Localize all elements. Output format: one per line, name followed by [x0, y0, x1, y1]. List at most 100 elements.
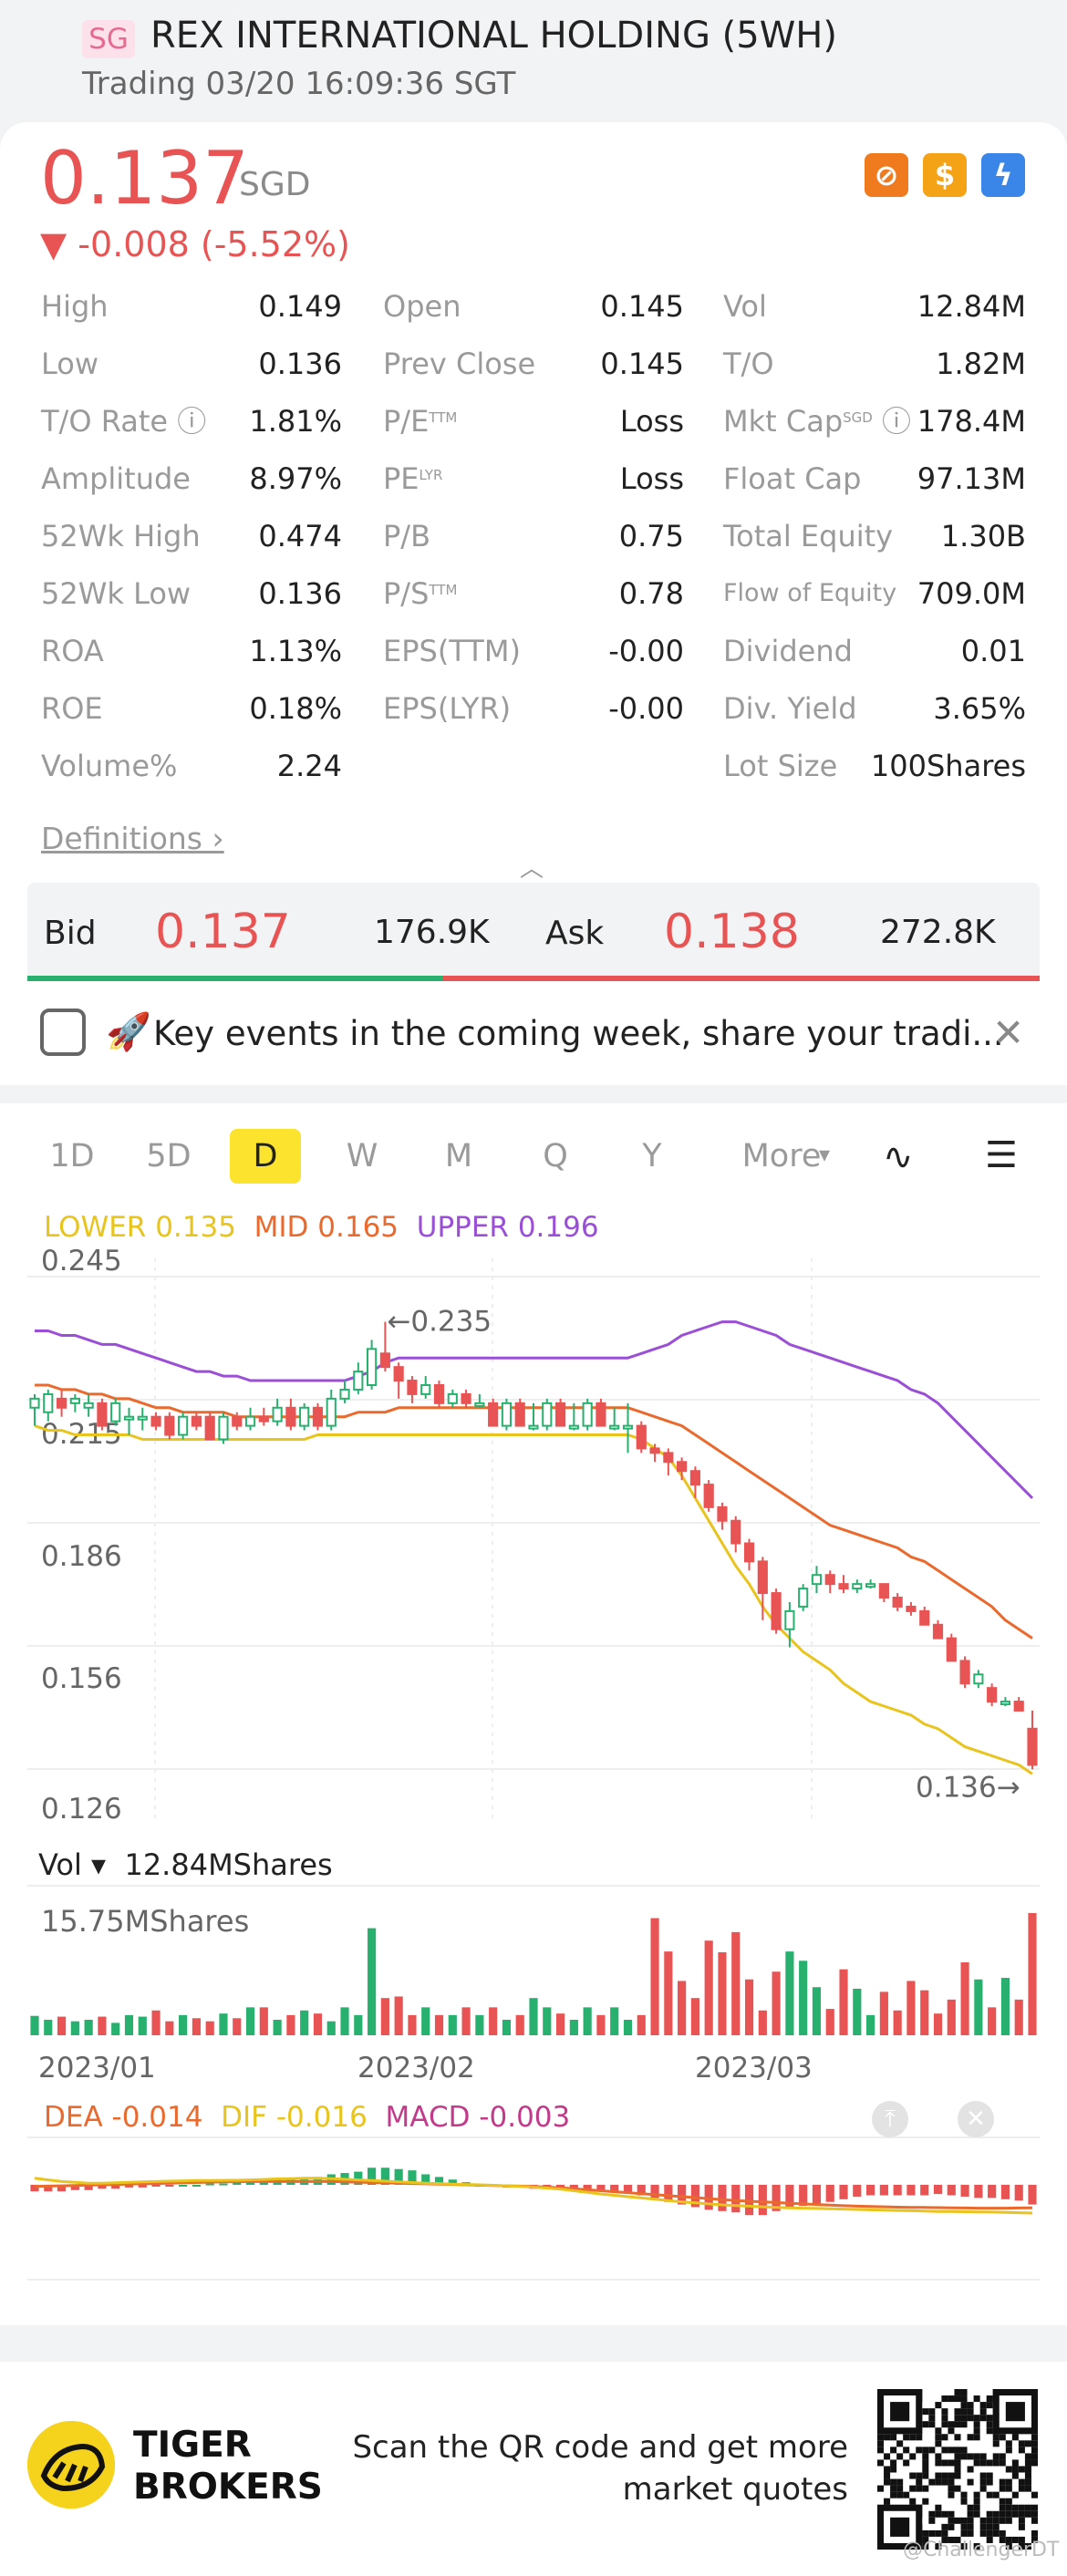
volume-bar — [151, 2010, 161, 2035]
macd-bar — [179, 2185, 188, 2187]
candle — [501, 1398, 513, 1431]
candle — [123, 1407, 135, 1435]
info-icon[interactable]: ⓘ — [168, 404, 207, 439]
stats-row: T/O Rate ⓘ 1.81% P/ETTM Loss Mkt CapSGD ⓘ 178… — [0, 403, 1067, 460]
volume-bar — [637, 2014, 646, 2035]
volume-bar — [933, 2013, 943, 2035]
candle — [677, 1457, 688, 1481]
tab-m[interactable]: M — [444, 1138, 473, 1174]
volume-bar — [70, 2021, 79, 2035]
stat-label: T/O Rate ⓘ — [41, 404, 207, 439]
stat-label: Flow of Equity — [723, 579, 897, 607]
candle — [622, 1402, 634, 1454]
definitions-link[interactable]: Definitions › — [41, 821, 224, 856]
stat-value: 0.145 — [600, 347, 684, 381]
bid-price: 0.137 — [155, 905, 291, 959]
tab-d[interactable]: D — [230, 1129, 301, 1184]
macd-bar — [839, 2185, 848, 2199]
candle — [636, 1421, 647, 1454]
stats-row: Low 0.136 Prev Close 0.145 T/O 1.82M — [0, 346, 1067, 403]
volume-bar — [165, 2021, 174, 2035]
volume-bar — [960, 1962, 969, 2035]
bb-upper-line — [35, 1320, 1034, 1499]
date-label: 2023/02 — [357, 2052, 475, 2085]
macd-legend: DEA -0.014 DIF -0.016 MACD -0.003 — [44, 2101, 570, 2134]
stat-value: 0.136 — [258, 576, 342, 611]
candle — [838, 1575, 849, 1594]
tab-5d[interactable]: 5D — [146, 1138, 192, 1174]
candle — [865, 1579, 876, 1589]
ask-label: Ask — [545, 915, 605, 952]
stat-label: Lot Size — [723, 749, 838, 783]
candle — [137, 1407, 148, 1431]
dea-label: DEA -0.014 — [44, 2101, 203, 2134]
candle — [97, 1398, 108, 1431]
stats-row: 52Wk Low 0.136 P/STTM 0.78 Flow of Equity 709… — [0, 575, 1067, 633]
collapse-icon[interactable]: ︿ — [520, 855, 544, 883]
volume-bar — [138, 2016, 147, 2035]
macd-bar — [233, 2182, 242, 2185]
macd-label: MACD -0.003 — [385, 2101, 571, 2134]
candle — [379, 1321, 390, 1372]
candle — [43, 1389, 54, 1422]
candle — [110, 1398, 121, 1426]
volume-bar — [650, 1918, 659, 2035]
candle — [258, 1407, 269, 1426]
stat-label: Dividend — [723, 634, 853, 668]
pin-top-icon[interactable]: ⤒ — [872, 2101, 908, 2137]
notice-text[interactable]: Key events in the coming week, share you… — [153, 1014, 1004, 1053]
candle — [757, 1557, 768, 1620]
candle — [56, 1389, 67, 1417]
volume-bar — [529, 1998, 538, 2035]
stat-label: High — [41, 289, 109, 324]
chart-settings-icon[interactable]: ☰ — [985, 1134, 1018, 1176]
info-icon[interactable]: ⓘ — [872, 404, 912, 439]
stats-row: ROE 0.18% EPS(LYR) -0.00 Div. Yield 3.65% — [0, 690, 1067, 748]
stat-label: ROA — [41, 634, 104, 668]
tab-y[interactable]: Y — [642, 1138, 662, 1174]
dif-line — [34, 2177, 1033, 2215]
stat-value: 178.4M — [917, 404, 1026, 439]
tab-q[interactable]: Q — [543, 1138, 568, 1174]
dif-label: DIF -0.016 — [221, 2101, 368, 2134]
candle — [730, 1516, 741, 1553]
stat-value: 97.13M — [917, 461, 1026, 496]
candle — [191, 1412, 202, 1431]
notice-bar[interactable] — [0, 985, 1067, 1085]
candle — [299, 1402, 310, 1431]
tab-1d[interactable]: 1D — [49, 1138, 95, 1174]
macd-bar — [111, 2185, 120, 2189]
candle — [433, 1381, 445, 1408]
tab-more[interactable]: More — [741, 1138, 822, 1174]
volume-bar — [84, 2019, 93, 2035]
high-annotation: ←0.235 — [387, 1306, 492, 1339]
order-book — [27, 883, 1040, 981]
volume-bar — [623, 2019, 633, 2035]
tab-w[interactable]: W — [346, 1138, 378, 1174]
volume-bar — [111, 2023, 120, 2035]
volume-bar — [974, 1979, 983, 2035]
candle — [582, 1398, 593, 1431]
stat-value: Loss — [619, 404, 684, 439]
stat-value: Loss — [619, 461, 684, 496]
stat-value: 0.18% — [249, 691, 342, 726]
macd-bar — [245, 2182, 255, 2185]
volume-header[interactable]: Vol ▾ 12.84MShares — [38, 1847, 333, 1882]
volume-bar — [205, 2021, 214, 2035]
dollar-icon[interactable]: $ — [923, 153, 967, 197]
volume-bar — [502, 2019, 512, 2035]
lightning-icon[interactable]: ϟ — [981, 153, 1025, 197]
volume-bar — [988, 2007, 997, 2035]
close-icon[interactable]: ✕ — [992, 1010, 1025, 1055]
stat-label: Prev Close — [383, 347, 536, 381]
macd-bar — [690, 2185, 699, 2208]
ask-price: 0.138 — [664, 905, 800, 959]
close-indicator-icon[interactable]: ✕ — [958, 2101, 994, 2137]
indicator-icon[interactable]: ∿ — [883, 1136, 914, 1178]
volume-bar — [853, 1988, 862, 2035]
stat-value: 709.0M — [917, 576, 1026, 611]
date-label: 2023/01 — [38, 2052, 156, 2085]
macd-bar — [906, 2185, 916, 2196]
no-ads-icon[interactable]: ⊘ — [865, 153, 908, 197]
